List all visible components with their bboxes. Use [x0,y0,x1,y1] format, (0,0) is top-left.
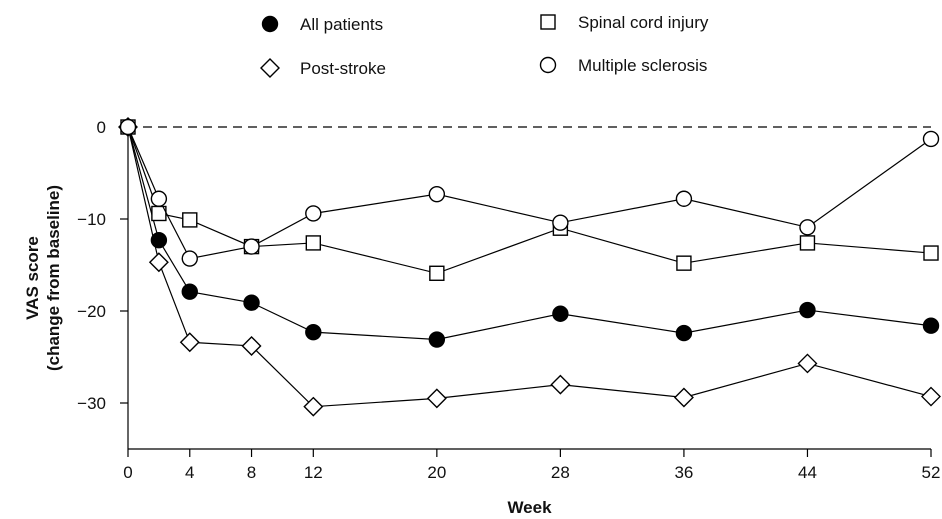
y-tick-label: −10 [77,210,106,229]
data-point-post-stroke [921,386,941,407]
y-axis-title: VAS score (change from baseline) [23,185,63,371]
data-point-post-stroke [797,353,818,374]
series-layer [118,117,941,417]
data-point-spinal-cord-injury [305,235,322,251]
x-tick-label: 36 [674,463,693,482]
series-post-stroke [118,117,941,417]
data-point-spinal-cord-injury [799,235,816,251]
series-spinal-cord-injury [120,119,939,281]
data-point-all-patients [305,323,322,341]
axes: 0 −10 −20 −30 0 4 8 12 20 28 36 44 52 Week VAS score (c… [23,118,940,517]
data-point-all-patients [552,305,569,322]
series-line-spinal-cord-injury [127,126,932,274]
data-point-post-stroke [179,332,200,353]
x-tick-label: 12 [304,463,323,482]
data-point-post-stroke [673,387,694,408]
legend-item-all-patients: All patients [261,15,383,34]
data-point-multiple-sclerosis [922,130,940,148]
data-point-multiple-sclerosis [552,214,569,231]
data-point-spinal-cord-injury [676,255,692,271]
data-point-multiple-sclerosis [675,190,693,207]
data-point-post-stroke [426,388,447,409]
legend-item-post-stroke: Post-stroke [260,58,386,78]
series-line-multiple-sclerosis [127,126,932,260]
legend-item-spinal-cord-injury: Spinal cord injury [540,13,709,32]
x-tick-label: 8 [247,463,256,482]
x-tick-label: 4 [185,463,194,482]
series-multiple-sclerosis [119,118,940,267]
series-all-patients [119,118,940,348]
data-point-spinal-cord-injury [923,245,939,261]
legend-item-multiple-sclerosis: Multiple sclerosis [539,56,707,75]
legend-marker-spinal-cord-injury [540,14,556,30]
legend-label: Spinal cord injury [578,13,709,32]
x-tick-label: 0 [123,463,132,482]
data-point-all-patients [181,283,198,300]
data-point-all-patients [243,294,260,311]
data-point-multiple-sclerosis [799,219,816,236]
data-point-multiple-sclerosis [243,238,260,255]
series-line-post-stroke [127,126,932,408]
data-point-all-patients [428,331,446,348]
data-point-all-patients [922,317,940,334]
data-point-multiple-sclerosis [428,185,446,203]
y-tick-label: −30 [77,394,106,413]
data-point-multiple-sclerosis [150,190,168,207]
legend-label: All patients [300,15,383,34]
legend-label: Post-stroke [300,59,386,78]
data-point-post-stroke [148,252,169,273]
data-point-all-patients [675,324,693,342]
y-axis-title-line: (change from baseline) [44,185,63,371]
y-tick-label: 0 [97,118,106,137]
y-tick-label: −20 [77,302,106,321]
data-point-multiple-sclerosis [119,118,137,136]
series-line-all-patients [127,126,932,341]
legend-marker-multiple-sclerosis [539,56,557,74]
data-point-multiple-sclerosis [305,205,322,222]
data-point-spinal-cord-injury [429,265,445,281]
data-point-post-stroke [303,396,324,417]
data-point-spinal-cord-injury [182,212,198,228]
legend-label: Multiple sclerosis [578,56,707,75]
data-point-post-stroke [550,374,571,395]
data-point-all-patients [799,301,816,319]
data-point-post-stroke [241,335,262,356]
x-tick-label: 28 [551,463,570,482]
legend-marker-post-stroke [260,58,280,78]
x-axis-title: Week [507,498,552,517]
x-tick-label: 44 [798,463,817,482]
y-axis-title-line: VAS score [23,236,42,320]
x-tick-label: 20 [427,463,446,482]
legend: All patients Spinal cord injury Post-strok… [260,13,709,78]
x-tick-label: 52 [922,463,941,482]
data-point-multiple-sclerosis [181,250,198,267]
legend-marker-all-patients [261,15,279,33]
